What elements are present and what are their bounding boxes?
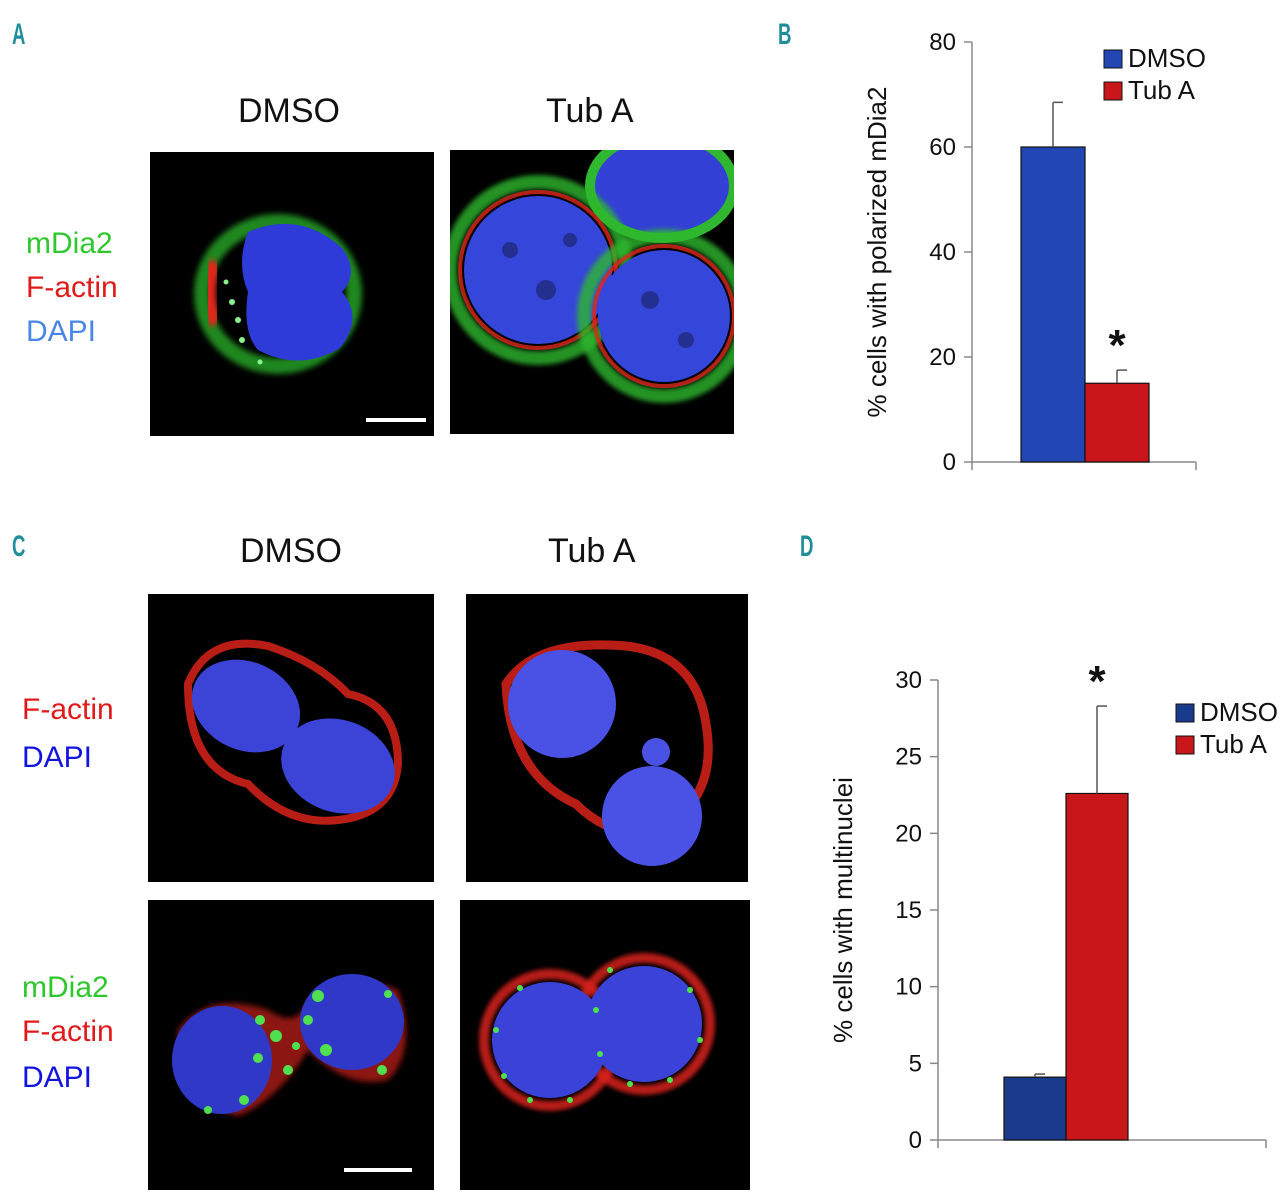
y-tick-label: 0: [943, 449, 956, 476]
panel-c-row1-stain-label-dapi: DAPI: [22, 741, 93, 774]
panel-a-stain-label-mdia2: mDia2: [26, 227, 113, 260]
y-tick-label: 60: [929, 134, 956, 161]
panel-label-b: B: [778, 18, 792, 51]
panel-label-a: A: [12, 18, 26, 51]
bar-dmso: [1003, 1076, 1067, 1141]
micrograph-c-row1-dmso: [148, 594, 434, 882]
y-axis-label: % cells with polarized mDia2: [862, 87, 892, 418]
panel-a-column-header-tuba: Tub A: [546, 92, 634, 130]
chart-d: 0 5 10 15 20 25 30 % cells with multinuclei * DMS…: [828, 657, 1278, 1154]
panel-c-column-header-tuba: Tub A: [548, 532, 636, 570]
legend-label: Tub A: [1200, 729, 1268, 759]
micrograph-c-row2-tuba: [460, 900, 750, 1190]
y-tick-label: 5: [909, 1050, 922, 1077]
panel-c-row2-stain-label-factin: F-actin: [22, 1015, 114, 1048]
y-tick-label: 10: [895, 974, 922, 1001]
panel-a-stain-label-factin: F-actin: [26, 271, 118, 304]
panel-c-row2-stain-label-dapi: DAPI: [22, 1061, 93, 1094]
y-tick-label: 0: [909, 1127, 922, 1154]
chart-b: 0 20 40 60 80 % cells with polarized mDia2 * DM…: [862, 29, 1206, 476]
y-tick-label: 40: [929, 239, 956, 266]
micrograph-a-tuba: [443, 129, 751, 434]
panel-c-column-header-dmso: DMSO: [240, 532, 342, 570]
panel-a-column-header-dmso: DMSO: [238, 92, 340, 130]
panel-label-c: C: [12, 530, 26, 563]
panel-c-row1-stain-label-factin: F-actin: [22, 693, 114, 726]
y-tick-label: 80: [929, 29, 956, 56]
y-tick-label: 20: [895, 820, 922, 847]
y-tick-label: 15: [895, 897, 922, 924]
legend-swatch-dmso: [1175, 703, 1195, 723]
micrograph-a-dmso: [150, 152, 434, 436]
scale-bar: [344, 1168, 412, 1172]
y-tick-label: 30: [895, 667, 922, 694]
panel-a-stain-label-dapi: DAPI: [26, 315, 97, 348]
y-tick-label: 25: [895, 744, 922, 771]
bar-dmso: [1020, 146, 1086, 463]
micrograph-c-row2-dmso: [148, 900, 434, 1190]
legend-label: DMSO: [1128, 43, 1206, 73]
y-axis-label: % cells with multinuclei: [828, 777, 858, 1043]
significance-asterisk: *: [1088, 657, 1106, 706]
bar-tub-a: [1065, 792, 1129, 1141]
bar-tub-a: [1084, 382, 1150, 463]
scale-bar: [366, 418, 426, 422]
panel-c-row2-stain-label-mdia2: mDia2: [22, 971, 109, 1004]
significance-asterisk: *: [1108, 321, 1126, 370]
panel-label-d: D: [800, 530, 814, 563]
legend-swatch-dmso: [1103, 49, 1123, 69]
legend-swatch-tub-a: [1103, 81, 1123, 101]
legend-swatch-tub-a: [1175, 735, 1195, 755]
y-tick-label: 20: [929, 344, 956, 371]
legend-label: Tub A: [1128, 75, 1196, 105]
legend-label: DMSO: [1200, 697, 1278, 727]
micrograph-c-row1-tuba: [466, 594, 748, 882]
